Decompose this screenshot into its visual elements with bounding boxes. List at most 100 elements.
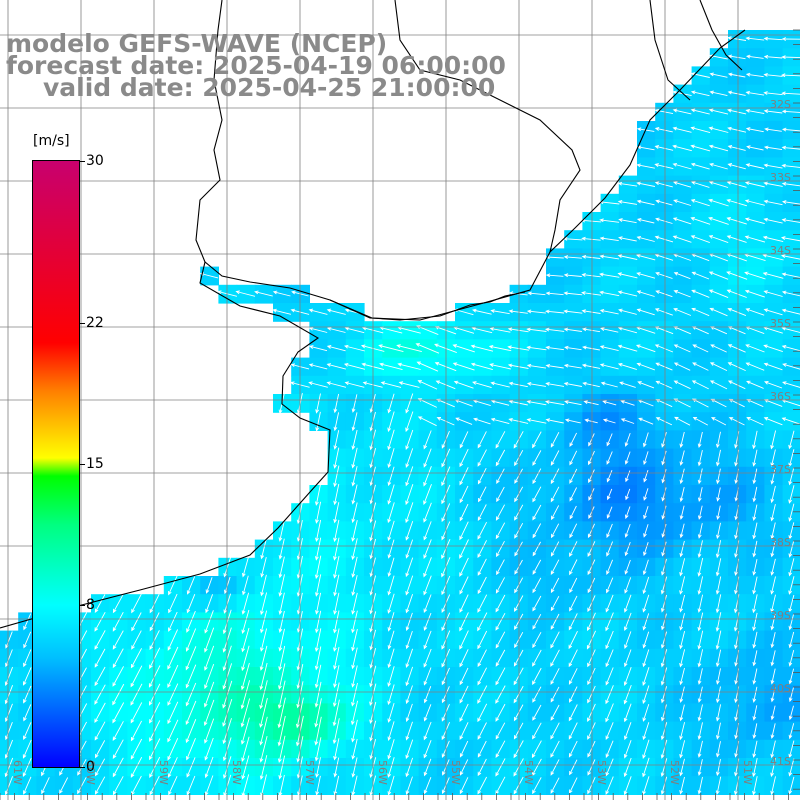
wind-arrow xyxy=(672,144,692,152)
wind-arrow xyxy=(496,540,505,558)
lon-label: 54W xyxy=(522,760,535,785)
wind-arrow xyxy=(788,449,795,468)
wind-arrow xyxy=(625,488,631,501)
wind-arrow xyxy=(526,399,547,406)
wind-arrow xyxy=(569,595,578,612)
wind-arrow xyxy=(423,521,432,541)
wind-arrow xyxy=(582,345,600,351)
wind-arrow xyxy=(788,540,795,558)
wind-arrow xyxy=(752,504,758,522)
wind-arrow xyxy=(781,326,800,333)
wind-arrow xyxy=(495,631,506,649)
wind-arrow xyxy=(587,722,596,740)
wind-arrow xyxy=(315,393,321,414)
wind-arrow xyxy=(660,758,668,777)
wind-arrow xyxy=(326,326,346,333)
wind-arrow xyxy=(770,558,776,576)
wind-arrow xyxy=(564,400,582,406)
wind-arrow xyxy=(672,126,692,133)
wind-arrow xyxy=(277,735,286,763)
wind-arrow xyxy=(788,594,795,613)
wind-arrow xyxy=(326,345,346,352)
wind-arrow xyxy=(752,686,758,703)
wind-arrow xyxy=(636,272,656,279)
wind-arrow xyxy=(351,502,358,524)
wind-arrow xyxy=(254,290,273,297)
wind-arrow xyxy=(495,722,506,740)
wind-arrow xyxy=(770,776,776,796)
wind-arrow xyxy=(752,612,758,632)
wind-arrow xyxy=(697,630,704,650)
wind-arrow xyxy=(727,380,746,390)
lat-label: 33S xyxy=(770,171,791,184)
wind-arrow xyxy=(387,466,395,487)
wind-arrow xyxy=(642,667,650,687)
wind-arrow xyxy=(477,612,488,632)
lon-label: 60W xyxy=(84,760,97,785)
wind-arrow xyxy=(655,217,673,224)
wind-arrow xyxy=(545,291,564,296)
wind-arrow xyxy=(715,431,721,449)
wind-arrow xyxy=(642,776,650,796)
wind-arrow xyxy=(770,705,776,721)
wind-arrow xyxy=(642,739,650,760)
wind-arrow xyxy=(605,703,614,723)
wind-arrow xyxy=(642,576,650,595)
wind-arrow xyxy=(405,575,414,596)
wind-arrow xyxy=(526,418,547,424)
wind-arrow xyxy=(477,521,487,540)
wind-arrow xyxy=(532,667,542,685)
wind-arrow xyxy=(563,291,583,296)
wind-arrow xyxy=(473,417,491,425)
lat-label: 35S xyxy=(770,317,791,330)
wind-arrow xyxy=(477,540,488,559)
wind-arrow xyxy=(490,381,510,388)
wind-arrow xyxy=(278,592,285,615)
wind-arrow xyxy=(241,755,250,780)
wind-arrow xyxy=(762,253,784,261)
wind-arrow xyxy=(5,722,13,741)
wind-arrow xyxy=(679,540,685,558)
wind-arrow xyxy=(744,199,765,206)
wind-arrow xyxy=(278,755,286,780)
wind-arrow xyxy=(397,362,421,370)
wind-arrow xyxy=(351,412,358,432)
wind-arrow xyxy=(387,575,395,596)
wind-arrow xyxy=(259,645,268,671)
wind-arrow xyxy=(569,505,577,520)
wind-arrow xyxy=(495,740,506,759)
lon-label: 61W xyxy=(11,760,24,785)
wind-arrow xyxy=(167,683,179,706)
wind-arrow xyxy=(314,537,322,561)
wind-arrow xyxy=(587,595,596,613)
wind-arrow xyxy=(333,574,340,597)
wind-arrow xyxy=(679,686,685,704)
wind-arrow xyxy=(278,645,286,671)
wind-arrow xyxy=(606,559,614,575)
wind-arrow xyxy=(205,577,213,594)
wind-arrow xyxy=(763,362,783,371)
wind-arrow xyxy=(581,363,601,369)
wind-arrow xyxy=(605,649,614,668)
wind-arrow xyxy=(642,613,650,631)
wind-arrow xyxy=(112,611,124,632)
wind-arrow xyxy=(405,685,413,705)
wind-arrow xyxy=(185,628,197,652)
wind-arrow xyxy=(4,666,14,687)
wind-arrow xyxy=(545,381,565,387)
wind-arrow xyxy=(149,738,161,761)
wind-arrow xyxy=(781,91,800,96)
wind-arrow xyxy=(550,559,560,576)
wind-arrow xyxy=(351,394,358,413)
wind-arrow xyxy=(587,450,595,466)
wind-arrow xyxy=(660,594,668,613)
wind-arrow xyxy=(167,757,178,778)
wind-arrow xyxy=(781,163,800,168)
wind-arrow xyxy=(654,308,673,316)
wind-arrow xyxy=(272,290,291,297)
wind-arrow xyxy=(278,663,286,690)
wind-arrow xyxy=(405,739,414,760)
lat-label: 40S xyxy=(770,682,791,695)
wind-arrow xyxy=(278,556,285,579)
colorbar-unit: [m/s] xyxy=(33,133,70,149)
